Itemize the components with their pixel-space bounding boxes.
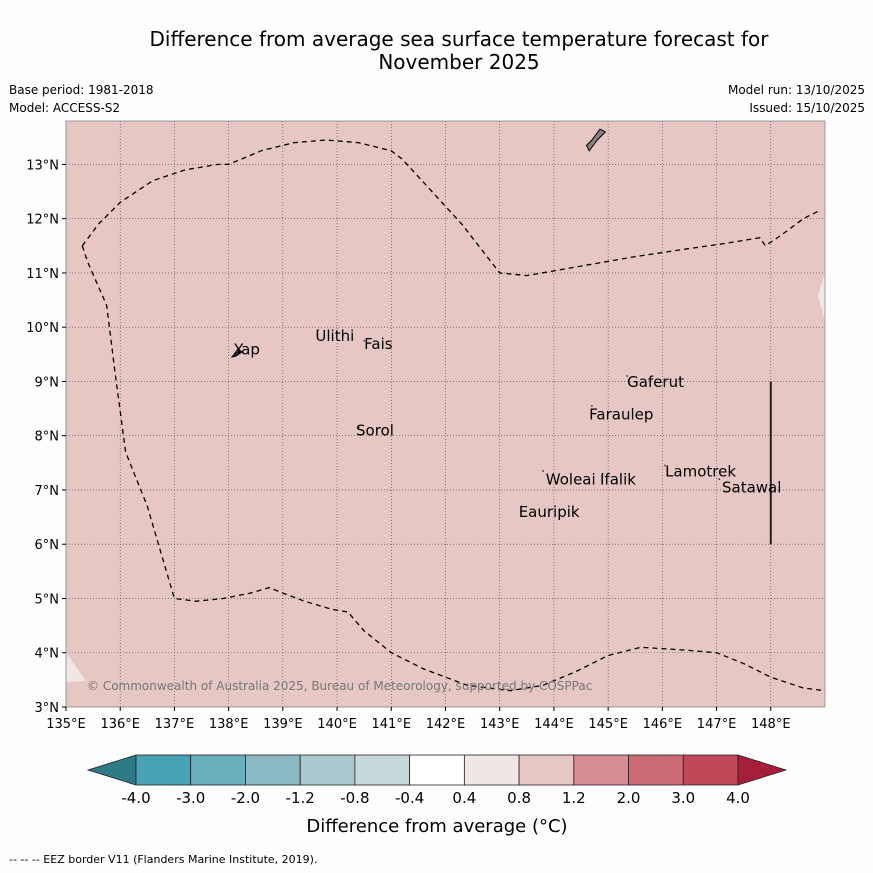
guam-land [585,128,607,152]
place-label: Faraulep [589,405,653,423]
colorbar-tick-label: 2.0 [617,789,641,807]
x-tick-label: 145°E [588,717,628,732]
y-tick-label: 9°N [35,375,60,390]
near-zero-region-east [818,272,825,322]
y-tick-label: 7°N [35,484,60,499]
atoll-marker [626,375,629,377]
x-tick-label: 135°E [46,717,86,732]
model-run: Model run: 13/10/2025 [727,83,865,97]
colorbar-tick-label: 4.0 [726,789,750,807]
eez-border-south-west [81,245,825,692]
place-label: Gaferut [627,373,684,391]
meta-left: Base period: 1981-2018 Model: ACCESS-S2 [9,81,154,117]
x-tick-label: 140°E [317,717,357,732]
graticule [66,121,825,707]
atoll-marker [664,464,666,467]
place-label: Ulithi [315,327,354,345]
colorbar-segment [628,754,684,786]
colorbar-segment [409,754,465,786]
meta-right: Model run: 13/10/2025 Issued: 15/10/2025 [728,81,865,117]
x-tick-label: 136°E [100,717,140,732]
y-tick-label: 5°N [35,592,60,607]
y-axis-ticks: 3°N 4°N 5°N 6°N 7°N 8°N 9°N 10°N 11°N 12°N 13°N [26,158,66,716]
colorbar-tick-label: -0.4 [395,789,424,807]
x-tick-label: 144°E [534,717,574,732]
x-tick-label: 142°E [426,717,466,732]
atoll-marker [601,472,604,475]
x-tick-label: 147°E [697,717,737,732]
place-label: Ifalik [600,471,636,489]
x-tick-label: 148°E [751,717,791,732]
title-line-1: Difference from average sea surface temp… [149,27,769,51]
colorbar-segment [299,754,356,786]
y-tick-label: 13°N [26,158,59,173]
title-line-2: November 2025 [378,50,540,74]
colorbar-segment [354,754,411,786]
y-tick-label: 11°N [26,267,59,282]
x-tick-label: 143°E [480,717,520,732]
issued-date: Issued: 15/10/2025 [749,101,865,115]
colorbar-label: Difference from average (°C) [306,816,567,837]
colorbar-tick-label: -1.2 [286,789,315,807]
colorbar-segment [245,754,301,786]
y-tick-label: 3°N [35,701,60,716]
copyright-notice: © Commonwealth of Australia 2025, Bureau… [87,679,592,693]
place-labels: Yap Ulithi Fais Sorol Gaferut Faraulep Woleai I… [233,327,781,521]
y-tick-label: 12°N [26,213,59,228]
x-tick-label: 141°E [372,717,412,732]
y-tick-label: 6°N [35,538,60,553]
place-label: Fais [364,335,393,353]
place-label: Yap [233,340,260,358]
atoll-marker [235,350,238,353]
base-period: Base period: 1981-2018 [9,83,154,97]
y-tick-label: 4°N [35,647,60,662]
place-label: Sorol [356,422,394,440]
colorbar-tick-label: -0.8 [340,789,369,807]
near-zero-region-sw [66,652,86,682]
colorbar-tick-label: 0.8 [507,789,531,807]
colorbar-extend-high [737,754,788,786]
place-label: Eauripik [519,503,580,521]
atoll-marker [590,404,593,407]
x-axis-ticks: 135°E 136°E 137°E 138°E 139°E 140°E 141°E 142°E… [46,707,791,732]
colorbar-segment [682,754,739,786]
x-tick-label: 137°E [155,717,195,732]
x-tick-label: 139°E [263,717,303,732]
colorbar-tick-label: -3.0 [176,789,205,807]
colorbar-tick-label: -4.0 [121,789,150,807]
map-title: Difference from average sea surface temp… [0,28,873,74]
colorbar-tick-label: -2.0 [231,789,260,807]
y-tick-label: 10°N [26,321,59,336]
place-label: Woleai [546,471,596,489]
colorbar-tick-label: 3.0 [671,789,695,807]
x-tick-label: 146°E [643,717,683,732]
y-tick-label: 8°N [35,430,60,445]
atoll-marker [718,478,721,481]
colorbar-extend-low [86,754,137,786]
atoll-marker [542,470,544,472]
colorbar: -4.0 -3.0 -2.0 -1.2 -0.8 -0.4 0.4 0.8 1.2 2.0 3.0 4… [86,754,788,807]
eez-footnote: -- -- -- EEZ border V11 (Flanders Marine… [9,853,318,866]
colorbar-segment [518,754,575,786]
x-tick-label: 138°E [209,717,249,732]
atoll-marker [520,505,523,508]
atoll-marker [317,328,319,331]
place-label: Satawal [722,479,781,497]
colorbar-segment [463,754,520,786]
atoll-marker [363,339,366,342]
colorbar-tick-label: 1.2 [562,789,586,807]
model-name: Model: ACCESS-S2 [9,101,121,115]
place-label: Lamotrek [665,462,736,480]
colorbar-tick-label: 0.4 [452,789,476,807]
colorbar-segment [135,754,192,786]
atoll-marker [357,426,360,429]
colorbar-segment [190,754,246,786]
colorbar-segment [573,754,629,786]
